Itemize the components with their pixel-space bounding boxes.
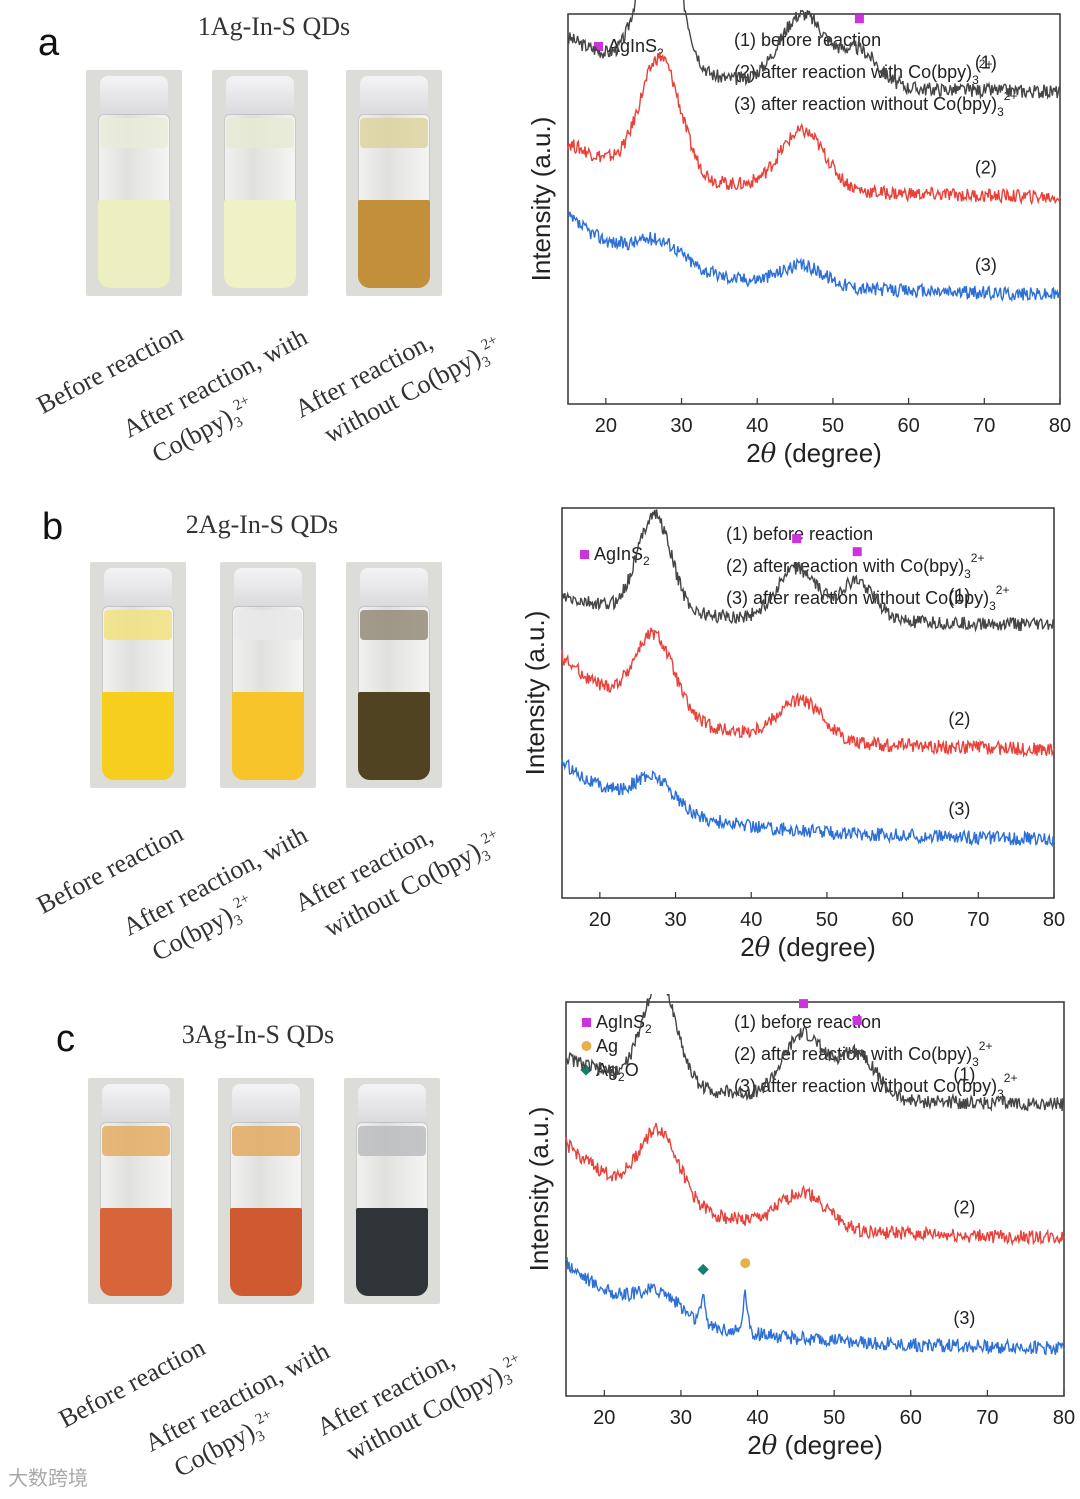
plot-frame: [561, 507, 1055, 899]
series-label: (1): [975, 52, 997, 72]
peak-marker-circle: [740, 1258, 751, 1269]
vial-after-with: [220, 562, 316, 788]
legend-entry: (2) after reaction with Co(bpy)32+: [726, 551, 984, 581]
series-label: (2): [975, 158, 997, 178]
panel-a: a 1Ag-In-S QDs Before reaction After rea…: [0, 0, 1080, 480]
plot-frame: [567, 13, 1061, 405]
x-axis-label: 2θ (degree): [746, 438, 882, 469]
qd-title: 1Ag-In-S QDs: [197, 12, 351, 41]
legend-entry: (1) before reaction: [734, 30, 881, 50]
vial-after-with: [218, 1078, 314, 1304]
peak-marker-square: [854, 14, 864, 24]
x-tick-label: 30: [670, 415, 692, 437]
xrd-series-line: [561, 627, 1055, 758]
peak-marker-square: [852, 547, 862, 557]
series-label: (1): [953, 1064, 975, 1084]
qd-title: 3Ag-In-S QDs: [181, 1020, 335, 1049]
panel-b: b 2Ag-In-S QDs Before reaction After rea…: [0, 496, 1080, 986]
panel-letter: a: [38, 22, 60, 64]
x-tick-label: 60: [897, 415, 919, 437]
legend-entry: (2) after reaction with Co(bpy)32+: [734, 57, 992, 87]
phase-marker-circle: [581, 1041, 592, 1051]
x-tick-label: 40: [740, 909, 762, 931]
vial-before-reaction: [86, 70, 182, 296]
x-tick-label: 70: [967, 909, 989, 931]
watermark: 大数跨境: [8, 1468, 88, 1490]
series-label: (3): [953, 1308, 975, 1328]
x-axis-label: 2θ (degree): [747, 1430, 883, 1461]
legend-entry: (2) after reaction with Co(bpy)32+: [734, 1039, 992, 1069]
y-axis-label: Intensity (a.u.): [524, 1107, 554, 1272]
phase-label: AgInS2: [594, 544, 650, 568]
x-tick-label: 50: [816, 909, 838, 931]
xrd-series-line: [565, 1256, 1065, 1356]
x-tick-label: 40: [746, 415, 768, 437]
legend-entry: (3) after reaction without Co(bpy)32+: [734, 89, 1017, 119]
series-label: (3): [948, 799, 970, 819]
plot-frame: [565, 1001, 1065, 1397]
legend-entry: (1) before reaction: [726, 524, 873, 544]
vial-before-reaction: [88, 1078, 184, 1304]
x-tick-label: 40: [746, 1407, 768, 1429]
panel-c: c 3Ag-In-S QDs Before reaction After rea…: [0, 994, 1080, 1494]
xrd-series-line: [567, 51, 1061, 206]
xrd-series-line: [567, 0, 1061, 100]
xrd-series-line: [567, 211, 1061, 303]
series-label: (2): [948, 709, 970, 729]
panel-letter: c: [56, 1018, 75, 1060]
xrd-series-line: [561, 509, 1055, 633]
x-tick-label: 20: [589, 909, 611, 931]
peak-marker-diamond: [697, 1263, 709, 1276]
x-tick-label: 30: [664, 909, 686, 931]
series-label: (2): [953, 1198, 975, 1218]
legend-entry: (3) after reaction without Co(bpy)32+: [726, 583, 1009, 613]
y-axis-label: Intensity (a.u.): [520, 611, 550, 776]
series-label: (1): [948, 585, 970, 605]
phase-marker-square: [582, 1018, 591, 1027]
xrd-series-line: [565, 1123, 1065, 1247]
series-label: (3): [975, 255, 997, 275]
x-tick-label: 50: [822, 415, 844, 437]
phase-label: Ag: [596, 1036, 618, 1056]
x-tick-label: 80: [1049, 415, 1071, 437]
legend-entry: (1) before reaction: [734, 1012, 881, 1032]
vial-label-without: After reaction, without Co(bpy)32+: [290, 820, 501, 943]
x-tick-label: 60: [900, 1407, 922, 1429]
x-tick-label: 20: [593, 1407, 615, 1429]
x-tick-label: 70: [973, 415, 995, 437]
xrd-series-line: [561, 758, 1055, 848]
phase-marker-square: [594, 42, 603, 51]
phase-label: AgInS2: [596, 1012, 652, 1036]
x-tick-label: 20: [595, 415, 617, 437]
peak-marker-square: [799, 999, 809, 1009]
phase-marker-square: [580, 550, 589, 559]
vial-after-without: [346, 562, 442, 788]
vial-label-without: After reaction, without Co(bpy)32+: [290, 326, 501, 449]
x-tick-label: 80: [1043, 909, 1065, 931]
vial-after-without: [346, 70, 442, 296]
xrd-chart-b: 20 30 40 50 60 70 80 2θ (degree) Intensity (a.u.…: [520, 507, 1065, 963]
vial-after-without: [344, 1078, 440, 1304]
peak-marker-square: [852, 1016, 862, 1026]
xrd-chart-c: 20 30 40 50 60 70 80 2θ (degree) Intensity (a.u.…: [524, 994, 1075, 1461]
vial-label-without: After reaction, without Co(bpy)32+: [312, 1344, 523, 1467]
peak-marker-square: [792, 534, 802, 544]
panel-letter: b: [42, 506, 64, 548]
y-axis-label: Intensity (a.u.): [526, 117, 556, 282]
qd-title: 2Ag-In-S QDs: [185, 510, 339, 539]
vial-after-with: [212, 70, 308, 296]
vial-before-reaction: [90, 562, 186, 788]
x-tick-label: 80: [1053, 1407, 1075, 1429]
x-tick-label: 30: [670, 1407, 692, 1429]
xrd-series-line: [565, 994, 1065, 1112]
x-tick-label: 70: [976, 1407, 998, 1429]
legend-entry: (3) after reaction without Co(bpy)32+: [734, 1071, 1017, 1101]
x-tick-label: 50: [823, 1407, 845, 1429]
xrd-chart-a: 20 30 40 50 60 70 80 2θ (degree) Intensity (a.u.…: [526, 0, 1071, 469]
x-axis-label: 2θ (degree): [740, 932, 876, 963]
x-tick-label: 60: [891, 909, 913, 931]
